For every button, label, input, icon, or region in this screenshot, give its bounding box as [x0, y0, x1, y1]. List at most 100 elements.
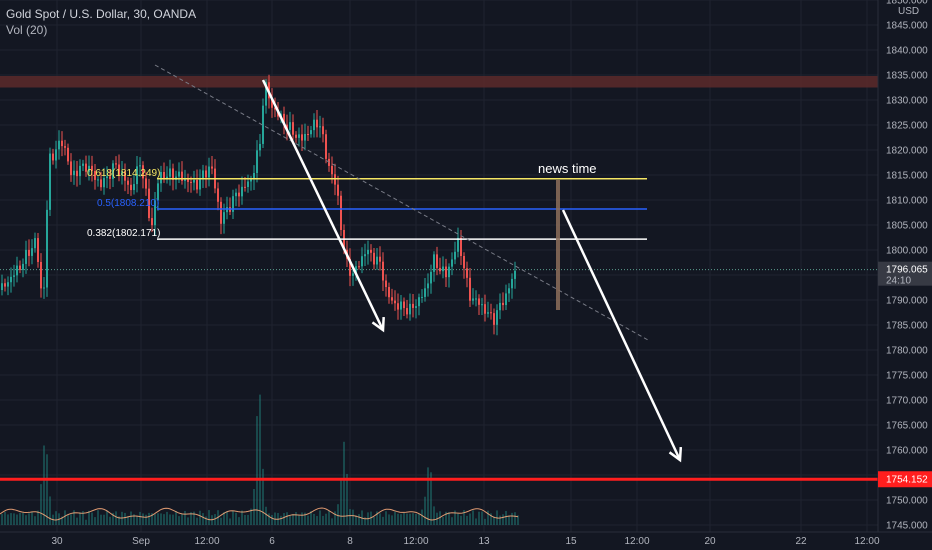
volume-bar	[106, 510, 108, 525]
volume-bar	[265, 506, 267, 525]
candle-body	[34, 238, 36, 249]
candle-body	[484, 304, 486, 314]
candle-body	[154, 200, 156, 226]
candle-body	[379, 256, 381, 262]
candle-body	[331, 165, 333, 175]
volume-bar	[430, 472, 432, 525]
candle-body	[238, 192, 240, 197]
candle-body	[139, 165, 141, 167]
volume-bar	[190, 512, 192, 525]
last-price-value: 1796.065	[886, 265, 928, 276]
volume-bar	[247, 514, 249, 525]
candle-body	[358, 266, 360, 268]
volume-bar	[43, 445, 45, 525]
volume-bar	[379, 513, 381, 525]
candle-body	[82, 163, 84, 166]
candle-body	[511, 278, 513, 289]
volume-bar	[385, 511, 387, 525]
candle-body	[265, 82, 267, 106]
candle-body	[301, 134, 303, 141]
candle-body	[10, 276, 12, 283]
candle-body	[460, 237, 462, 257]
candle-body	[133, 184, 135, 191]
volume-bar	[463, 510, 465, 525]
volume-indicator-label[interactable]: Vol (20)	[6, 23, 48, 37]
volume-bar	[40, 484, 42, 525]
volume-bar	[142, 513, 144, 525]
volume-bar	[1, 514, 3, 525]
fib-label-0: 0.618(1814.249)	[87, 168, 160, 179]
candle-body	[418, 297, 420, 307]
x-tick-label: 15	[565, 536, 577, 547]
volume-bar	[196, 517, 198, 525]
x-tick-label: 13	[478, 536, 490, 547]
candle-body	[118, 164, 120, 176]
candle-body	[469, 277, 471, 301]
candle-body	[64, 146, 66, 148]
volume-bar	[202, 513, 204, 525]
candle-body	[109, 176, 111, 179]
candle-body	[319, 126, 321, 128]
x-tick-label: 22	[795, 536, 807, 547]
volume-bar	[94, 517, 96, 525]
candle-body	[58, 140, 60, 150]
volume-bar	[184, 510, 186, 525]
volume-bar	[193, 511, 195, 525]
candle-body	[454, 251, 456, 260]
volume-bar	[490, 513, 492, 525]
volume-bar	[160, 513, 162, 525]
volume-bar	[292, 514, 294, 525]
candle-body	[442, 266, 444, 272]
candle-body	[481, 304, 483, 306]
candle-body	[445, 266, 447, 278]
candle-body	[298, 134, 300, 138]
volume-bar	[358, 514, 360, 525]
volume-bar	[268, 513, 270, 525]
volume-bar	[409, 513, 411, 525]
volume-bar	[319, 510, 321, 525]
volume-bar	[181, 514, 183, 525]
candle-body	[361, 256, 363, 267]
volume-bar	[280, 515, 282, 525]
symbol-title[interactable]: Gold Spot / U.S. Dollar, 30, OANDA	[6, 7, 197, 21]
volume-bar	[469, 513, 471, 525]
candle-body	[304, 133, 306, 141]
volume-bar	[139, 511, 141, 525]
candle-body	[184, 178, 186, 181]
candle-body	[193, 179, 195, 183]
volume-bar	[415, 513, 417, 525]
candle-body	[148, 188, 150, 219]
candle-body	[508, 288, 510, 294]
candle-body	[463, 256, 465, 269]
candle-body	[70, 161, 72, 176]
volume-bar	[214, 514, 216, 525]
volume-bar	[514, 512, 516, 525]
candle-body	[22, 263, 24, 270]
last-price-countdown: 24:10	[886, 276, 911, 287]
candle-body	[490, 312, 492, 314]
candle-body	[79, 165, 81, 177]
x-tick-label: 12:00	[624, 536, 649, 547]
candle-body	[7, 282, 9, 287]
candle-body	[424, 288, 426, 297]
volume-bar	[322, 515, 324, 525]
volume-bar	[100, 514, 102, 525]
volume-bar	[49, 496, 51, 525]
volume-bar	[91, 512, 93, 525]
candle-body	[493, 313, 495, 325]
candle-body	[244, 186, 246, 188]
candle-body	[205, 170, 207, 178]
candle-body	[388, 287, 390, 298]
candle-body	[259, 143, 261, 151]
volume-bar	[445, 511, 447, 525]
volume-bar	[25, 515, 27, 525]
volume-bar	[421, 509, 423, 525]
candle-body	[187, 178, 189, 182]
volume-bar	[289, 515, 291, 525]
volume-bar	[382, 516, 384, 525]
candle-body	[487, 312, 489, 314]
volume-bar	[85, 519, 87, 525]
news-candle	[556, 180, 560, 310]
